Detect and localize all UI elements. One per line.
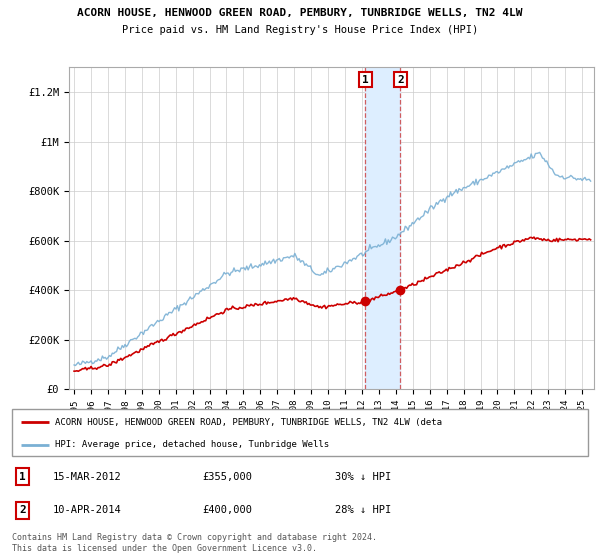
Text: 1: 1 [362,74,369,85]
Text: 2: 2 [397,74,404,85]
Text: 15-MAR-2012: 15-MAR-2012 [52,472,121,482]
Text: 30% ↓ HPI: 30% ↓ HPI [335,472,391,482]
Text: £400,000: £400,000 [202,505,252,515]
Text: ACORN HOUSE, HENWOOD GREEN ROAD, PEMBURY, TUNBRIDGE WELLS, TN2 4LW (deta: ACORN HOUSE, HENWOOD GREEN ROAD, PEMBURY… [55,418,442,427]
Text: Contains HM Land Registry data © Crown copyright and database right 2024.
This d: Contains HM Land Registry data © Crown c… [12,533,377,553]
Text: ACORN HOUSE, HENWOOD GREEN ROAD, PEMBURY, TUNBRIDGE WELLS, TN2 4LW: ACORN HOUSE, HENWOOD GREEN ROAD, PEMBURY… [77,8,523,18]
Text: 28% ↓ HPI: 28% ↓ HPI [335,505,391,515]
Text: 1: 1 [19,472,26,482]
Text: Price paid vs. HM Land Registry's House Price Index (HPI): Price paid vs. HM Land Registry's House … [122,25,478,35]
Text: £355,000: £355,000 [202,472,252,482]
Text: HPI: Average price, detached house, Tunbridge Wells: HPI: Average price, detached house, Tunb… [55,440,329,449]
Text: 10-APR-2014: 10-APR-2014 [52,505,121,515]
Bar [365,67,400,389]
Text: 2: 2 [19,505,26,515]
